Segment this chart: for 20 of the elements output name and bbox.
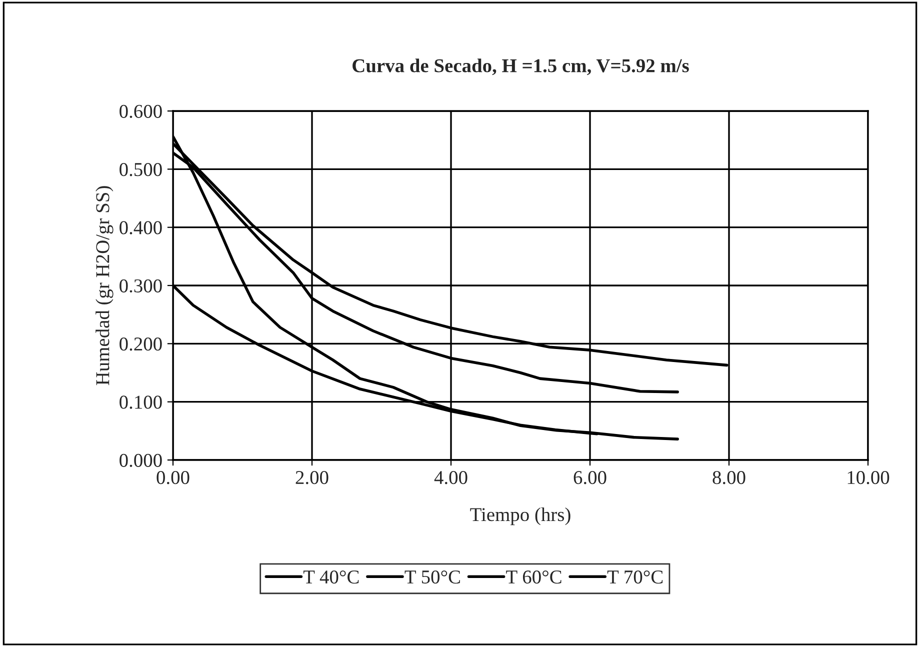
y-tick-label: 0.200 [120, 337, 162, 351]
legend-label: T 40°C [303, 570, 359, 584]
y-tick-label: 0.600 [120, 104, 162, 118]
x-tick-label: 8.00 [712, 470, 746, 484]
y-tick-label: 0.400 [120, 221, 162, 234]
y-tick-label: 0.500 [120, 162, 162, 176]
x-tick-label: 10.00 [848, 470, 890, 484]
y-tick-label: 0.000 [120, 454, 162, 468]
x-tick-label: 0.00 [156, 470, 190, 484]
x-axis-title: Tiempo (hrs) [470, 507, 570, 526]
chart-title: Curva de Secado, H =1.5 cm, V=5.92 m/s [352, 58, 689, 76]
legend-label: T 50°C [404, 570, 460, 584]
legend-label: T 70°C [607, 570, 663, 584]
x-tick-label: 2.00 [296, 470, 328, 484]
y-tick-label: 0.100 [120, 396, 162, 409]
y-axis-title: Humedad (gr H2O/gr SS) [96, 186, 114, 386]
y-tick-label: 0.300 [120, 279, 162, 293]
legend-label: T 60°C [506, 570, 562, 584]
x-tick-label: 6.00 [574, 470, 606, 484]
x-tick-label: 4.00 [434, 470, 468, 484]
